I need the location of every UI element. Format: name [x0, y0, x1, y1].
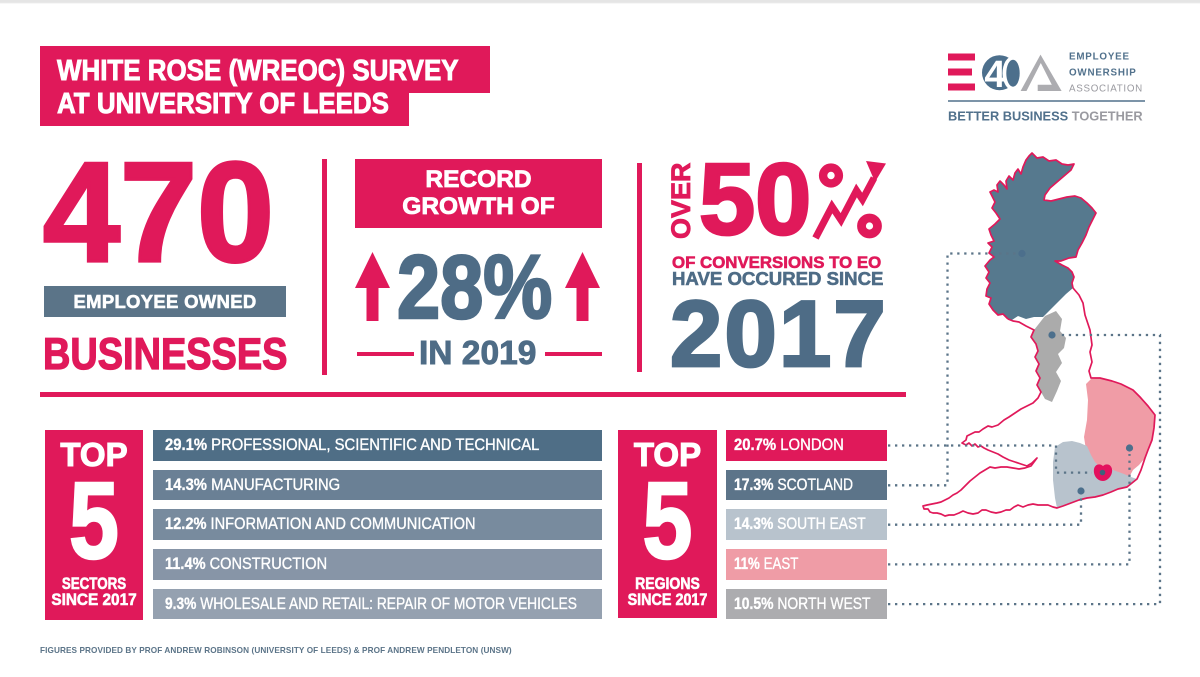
svg-text:OWNERSHIP: OWNERSHIP	[1069, 68, 1137, 79]
svg-text:EMPLOYEE: EMPLOYEE	[1069, 52, 1130, 63]
svg-text:BETTER BUSINESS TOGETHER: BETTER BUSINESS TOGETHER	[948, 109, 1143, 124]
svg-text:ASSOCIATION: ASSOCIATION	[1069, 84, 1143, 95]
svg-text:4: 4	[984, 54, 1005, 96]
